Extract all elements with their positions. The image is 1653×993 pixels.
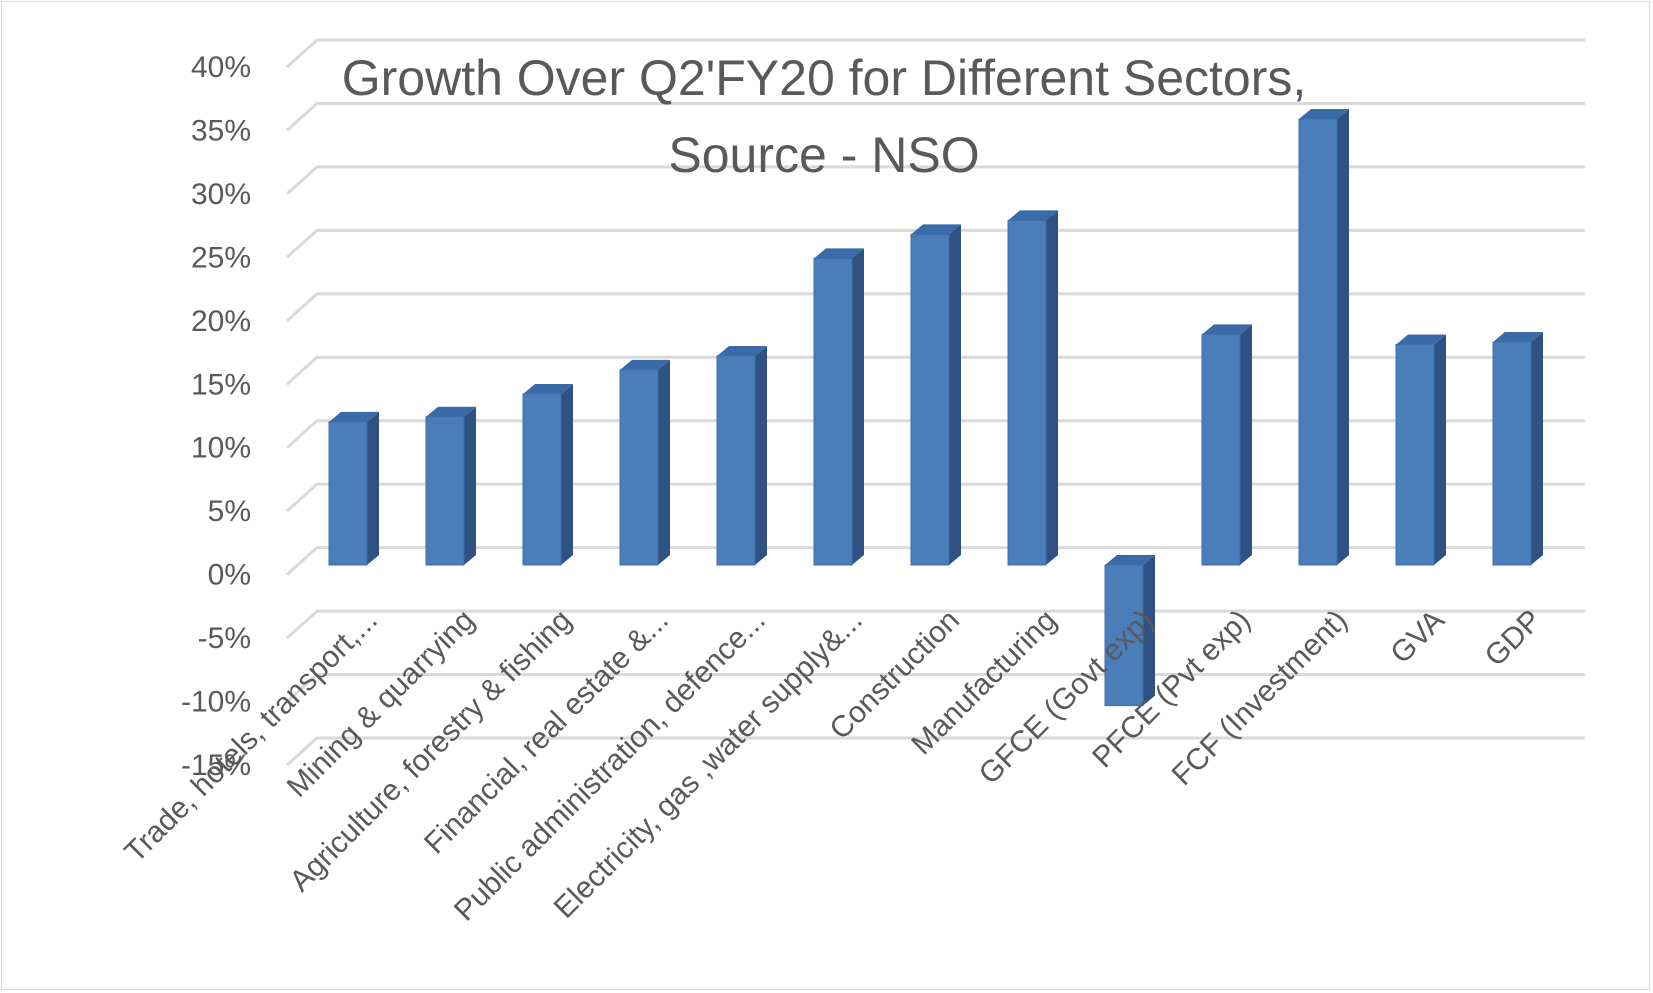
chart-title: Growth Over Q2'FY20 for Different Sector…: [342, 50, 1307, 106]
bar: [619, 359, 670, 566]
bar-top: [1299, 109, 1349, 120]
bar: [716, 345, 767, 566]
bar-top: [1008, 210, 1058, 221]
bar-front: [1492, 341, 1532, 566]
bar-top: [1396, 334, 1446, 345]
y-tick-label: 0%: [208, 559, 251, 592]
y-tick-label: 30%: [191, 178, 251, 211]
bar: [1298, 109, 1349, 566]
bar-top: [1105, 555, 1155, 565]
bar-side: [1434, 334, 1446, 565]
bar: [1201, 324, 1252, 566]
x-category-label: FCF (Investment): [1166, 604, 1354, 792]
bar-side: [1531, 332, 1543, 565]
bar-side: [1337, 109, 1349, 566]
bar-side: [1240, 324, 1252, 565]
gridline: [285, 673, 1585, 703]
y-tick-label: 5%: [208, 495, 251, 528]
x-category-label: GDP: [1479, 604, 1548, 673]
bar-top: [329, 411, 379, 422]
bar-side: [1046, 210, 1058, 565]
bars: [328, 109, 1543, 707]
bar: [813, 248, 864, 566]
bar-side: [1143, 555, 1155, 706]
y-tick-label: 40%: [191, 51, 251, 84]
bar-front: [1007, 219, 1047, 566]
chart-subtitle: Source - NSO: [668, 127, 979, 183]
y-tick-label: 15%: [191, 368, 251, 401]
bar-top: [620, 359, 670, 370]
bar-front: [619, 369, 659, 566]
gridlines: [285, 38, 1585, 767]
bar-side: [464, 406, 476, 565]
bar: [1395, 334, 1446, 566]
bar-top: [717, 345, 767, 356]
y-tick-label: -5%: [198, 622, 251, 655]
x-axis-category-labels: Trade, hotels, transport,...Mining & qua…: [119, 604, 1548, 928]
gridline: [285, 609, 1585, 640]
bar: [1492, 332, 1543, 566]
gridline: [285, 101, 1585, 132]
x-category-label: GVA: [1384, 604, 1451, 671]
bar-top: [426, 406, 476, 417]
bar-front: [1298, 118, 1338, 566]
x-category-label: Mining & quarrying: [281, 604, 481, 804]
gridline: [285, 546, 1585, 576]
y-tick-label: -10%: [181, 686, 251, 719]
bar-front: [1104, 564, 1144, 707]
y-tick-label: -15%: [181, 749, 251, 782]
bar: [910, 224, 961, 566]
y-tick-label: 20%: [191, 305, 251, 338]
bar-side: [561, 383, 573, 565]
gridline: [285, 228, 1585, 259]
y-axis-tick-labels: 40% 35% 30% 25% 20% 15% 10% 5% 0% -5% -10% -15%: [181, 51, 251, 782]
bar-top: [814, 248, 864, 259]
gridline: [285, 165, 1585, 196]
bar-top: [911, 224, 961, 235]
y-tick-label: 25%: [191, 241, 251, 274]
y-tick-label: 35%: [191, 114, 251, 147]
gridline: [285, 482, 1585, 513]
gridline: [285, 292, 1585, 322]
bar: [1007, 210, 1058, 566]
bar-side: [852, 248, 864, 566]
bar-top: [1202, 324, 1252, 335]
bar-top: [523, 383, 573, 394]
gridline: [285, 38, 1585, 69]
bar: [425, 406, 476, 566]
gridline: [285, 419, 1585, 449]
bar-side: [755, 345, 767, 565]
bar: [328, 411, 379, 566]
bar-front: [425, 416, 465, 566]
bar-front: [522, 393, 562, 566]
bar-side: [658, 359, 670, 565]
bar-front: [716, 355, 756, 566]
bar-front: [813, 257, 853, 566]
bar: [1104, 555, 1155, 707]
bar-front: [1201, 333, 1241, 566]
bar-top: [1493, 332, 1543, 343]
bar-front: [328, 421, 368, 566]
y-tick-label: 10%: [191, 432, 251, 465]
gridline: [285, 736, 1585, 767]
bar-front: [1395, 344, 1435, 566]
bar-side: [367, 411, 379, 565]
gridline: [285, 355, 1585, 386]
bar-side: [949, 224, 961, 566]
bar-front: [910, 233, 950, 566]
bar: [522, 383, 573, 566]
